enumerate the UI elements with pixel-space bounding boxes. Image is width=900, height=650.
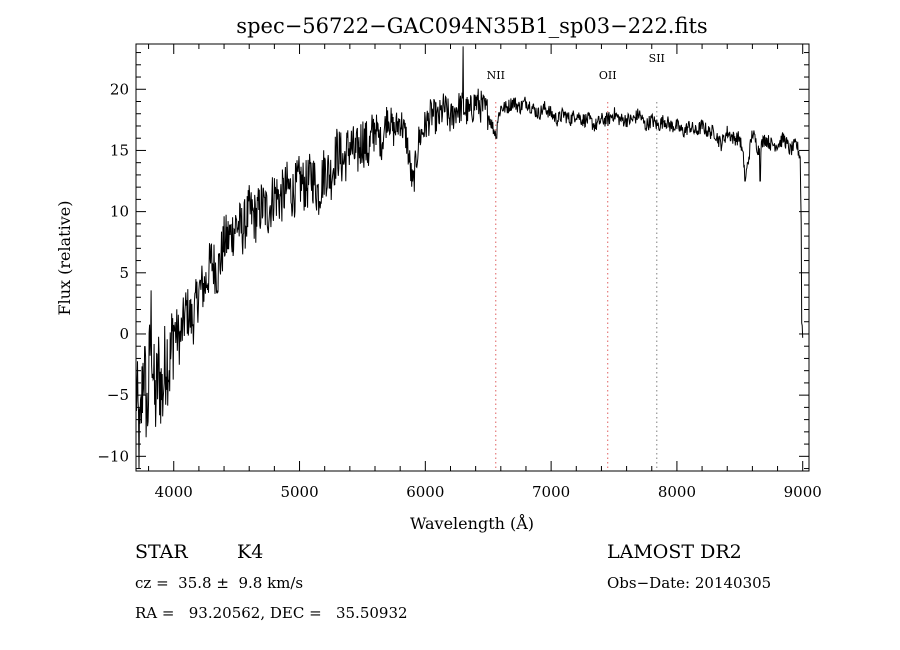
emission-line-markers: NII OII SII <box>487 52 665 471</box>
x-tick-label: 5000 <box>280 483 318 501</box>
x-tick-label: 4000 <box>155 483 193 501</box>
spectrum-line <box>135 46 804 469</box>
x-tick-label: 7000 <box>532 483 570 501</box>
y-tick-label: 0 <box>119 325 129 343</box>
x-axis-label: Wavelength (Å) <box>410 513 534 533</box>
plot-frame <box>135 43 810 472</box>
series-group <box>135 46 804 469</box>
coordinates-text: RA = 93.20562, DEC = 35.50932 <box>135 604 408 622</box>
y-tick-label: 15 <box>110 141 129 159</box>
redshift-text: cz = 35.8 ± 9.8 km/s <box>135 574 304 592</box>
y-tick-label: 5 <box>119 264 129 282</box>
survey-name: LAMOST DR2 <box>607 541 742 563</box>
y-tick-label: −10 <box>97 447 129 465</box>
y-tick-label: 10 <box>110 203 129 221</box>
y-tick-label: 20 <box>110 80 129 98</box>
chart-title: spec−56722−GAC094N35B1_sp03−222.fits <box>236 14 707 38</box>
obs-date: Obs−Date: 20140305 <box>607 574 772 592</box>
y-axis-label: Flux (relative) <box>55 201 74 316</box>
emission-line-label: NII <box>487 69 505 82</box>
x-tick-label: 6000 <box>406 483 444 501</box>
y-tick-label: −5 <box>107 386 129 404</box>
axis-ticks: 4000 5000 6000 7000 8000 9000 −10 −5 0 5 10 15 20 <box>97 44 822 501</box>
object-subclass: K4 <box>237 541 264 563</box>
object-class: STAR <box>135 541 188 563</box>
emission-line-label: OII <box>599 69 617 82</box>
x-tick-label: 9000 <box>784 483 822 501</box>
emission-line-label: SII <box>649 52 665 65</box>
x-tick-label: 8000 <box>658 483 696 501</box>
